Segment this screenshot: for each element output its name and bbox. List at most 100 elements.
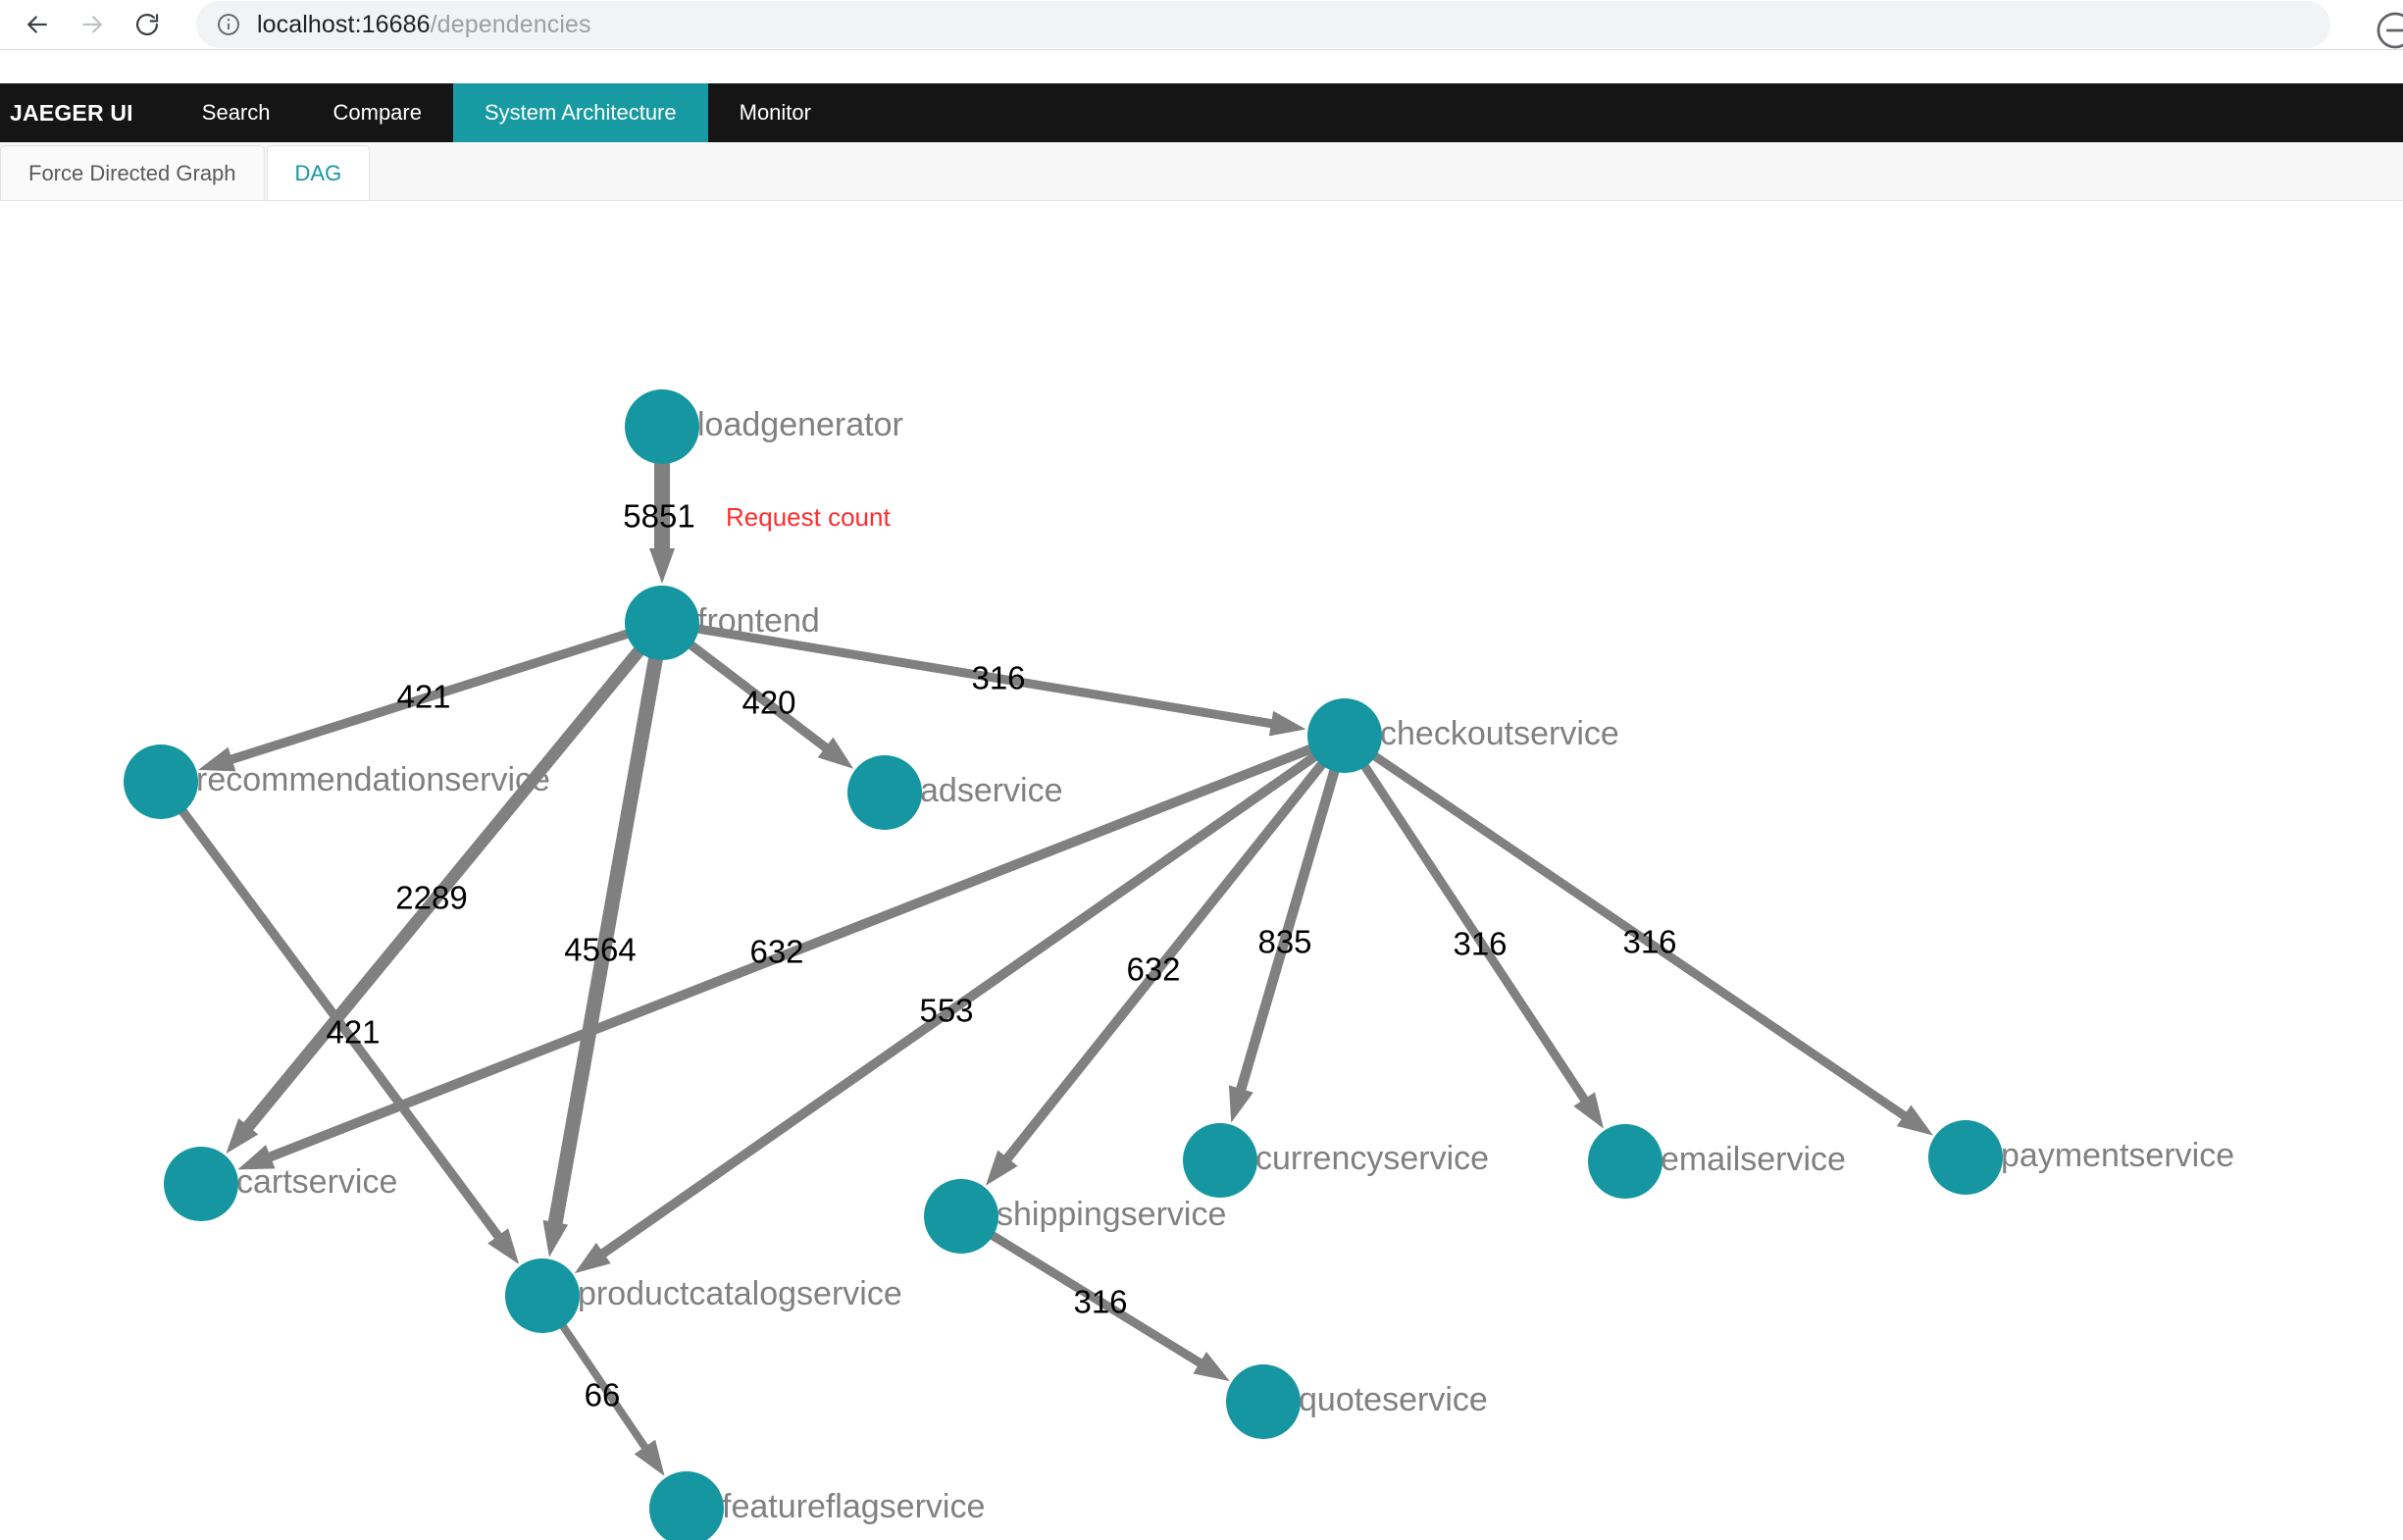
tab-dag[interactable]: DAG [266,145,371,200]
browser-toolbar: localhost:16686/dependencies [0,0,2403,49]
dag-svg[interactable]: loadgenerator frontend recommendationservi… [0,201,2403,1540]
node-label-cartservice: cartservice [236,1163,397,1201]
node-label-emailservice: emailservice [1661,1141,1846,1178]
node-label-loadgenerator: loadgenerator [697,406,903,443]
edge-shippingservice-to-quoteservice[interactable] [989,1230,1206,1369]
node-recommendationservice[interactable]: recommendationservice [124,744,550,819]
label-layer: 5851 421 420 316 2289 4564 421 632 553 632 835 316 3… [326,498,1676,1413]
nav-item-compare[interactable]: Compare [332,100,422,125]
forward-arrow-icon[interactable] [69,1,116,48]
arrowhead-shippingservice-to-quoteservice [1193,1352,1230,1382]
nav-item-search[interactable]: Search [201,100,271,125]
node-circle-frontend[interactable] [625,586,699,660]
edge-checkoutservice-to-currencyservice[interactable] [1235,768,1340,1095]
node-circle-checkoutservice[interactable] [1307,698,1382,773]
edge-checkoutservice-to-cartservice[interactable] [265,744,1314,1163]
info-circle-icon[interactable] [216,12,241,37]
arrowhead-layer [198,548,1933,1476]
arrowhead-checkoutservice-to-emailservice [1573,1092,1604,1129]
edge-label-recommendationservice-to-productcatalogservice: 421 [326,1014,380,1051]
edge-checkoutservice-to-paymentservice[interactable] [1371,751,1910,1122]
node-shippingservice[interactable]: shippingservice [924,1179,1226,1254]
node-circle-emailservice[interactable] [1588,1124,1662,1199]
edge-recommendationservice-to-productcatalogservice[interactable] [178,807,504,1242]
node-circle-featureflagservice[interactable] [649,1471,724,1540]
dependency-graph-canvas[interactable]: loadgenerator frontend recommendationservi… [0,201,2403,1540]
edge-label-checkoutservice-to-cartservice: 632 [749,934,803,970]
edge-label-frontend-to-checkoutservice: 316 [971,660,1025,696]
nav-item-monitor[interactable]: Monitor [739,100,811,125]
edge-checkoutservice-to-productcatalogservice[interactable] [597,751,1319,1259]
account-circle-icon[interactable] [2374,9,2403,52]
edge-frontend-to-adservice[interactable] [687,641,832,754]
node-label-quoteservice: quoteservice [1299,1381,1488,1418]
edge-checkoutservice-to-shippingservice[interactable] [1001,760,1327,1164]
node-label-paymentservice: paymentservice [2001,1137,2234,1174]
arrowhead-checkoutservice-to-paymentservice [1896,1104,1933,1136]
node-cartservice[interactable]: cartservice [164,1147,397,1221]
node-emailservice[interactable]: emailservice [1588,1124,1846,1199]
node-circle-adservice[interactable] [847,755,922,830]
node-label-frontend: frontend [697,602,820,640]
edge-label-frontend-to-recommendationservice: 421 [396,679,450,715]
node-circle-paymentservice[interactable] [1928,1120,2003,1195]
node-checkoutservice[interactable]: checkoutservice [1307,698,1619,773]
tab-force-directed-graph[interactable]: Force Directed Graph [0,145,265,200]
node-frontend[interactable]: frontend [625,586,820,660]
edge-frontend-to-recommendationservice[interactable] [227,629,631,765]
node-featureflagservice[interactable]: featureflagservice [649,1471,985,1540]
node-circle-cartservice[interactable] [164,1147,238,1221]
node-label-featureflagservice: featureflagservice [722,1488,985,1525]
node-circle-currencyservice[interactable] [1183,1123,1257,1198]
node-loadgenerator[interactable]: loadgenerator [625,389,903,464]
edge-layer [178,462,1910,1453]
jaeger-top-nav: JAEGER UI Search Compare System Architec… [0,83,2403,142]
node-paymentservice[interactable]: paymentservice [1928,1120,2234,1195]
edge-label-productcatalogservice-to-featureflagservice: 66 [585,1377,621,1413]
reload-icon[interactable] [124,1,171,48]
node-circle-loadgenerator[interactable] [625,389,699,464]
page-top-gap [0,50,2403,83]
request-count-legend: Request count [726,502,891,532]
node-circle-quoteservice[interactable] [1226,1364,1301,1439]
back-arrow-icon[interactable] [14,1,61,48]
nav-item-system-architecture[interactable]: System Architecture [452,83,708,142]
edge-label-checkoutservice-to-emailservice: 316 [1453,926,1507,962]
edge-label-checkoutservice-to-currencyservice: 835 [1257,924,1311,960]
arrowhead-loadgenerator-to-frontend [649,548,675,584]
jaeger-brand[interactable]: JAEGER UI [10,99,133,126]
node-layer: loadgenerator frontend recommendationservi… [124,389,2234,1540]
arrowhead-checkoutservice-to-shippingservice [985,1150,1018,1186]
node-currencyservice[interactable]: currencyservice [1183,1123,1489,1198]
edge-label-checkoutservice-to-shippingservice: 632 [1126,951,1180,988]
url-path: /dependencies [430,10,591,38]
browser-nav-buttons [14,1,171,48]
edge-label-frontend-to-cartservice: 2289 [395,880,467,916]
arrowhead-checkoutservice-to-cartservice [237,1145,276,1170]
node-label-recommendationservice: recommendationservice [196,761,550,798]
node-adservice[interactable]: adservice [847,755,1063,830]
url-host: localhost:16686 [257,10,431,38]
node-quoteservice[interactable]: quoteservice [1226,1364,1488,1439]
node-label-shippingservice: shippingservice [997,1196,1226,1233]
edge-frontend-to-productcatalogservice[interactable] [547,656,664,1228]
node-label-productcatalogservice: productcatalogservice [578,1275,902,1312]
arrowhead-frontend-to-cartservice [226,1118,259,1155]
edge-frontend-to-cartservice[interactable] [240,645,645,1134]
arrowhead-recommendationservice-to-productcatalogservice [487,1228,520,1264]
edge-productcatalogservice-to-featureflagservice[interactable] [558,1322,650,1453]
edge-frontend-to-checkoutservice[interactable] [695,624,1276,729]
node-label-currencyservice: currencyservice [1255,1140,1489,1177]
arrowhead-checkoutservice-to-productcatalogservice [574,1242,611,1274]
edge-label-frontend-to-adservice: 420 [741,685,795,721]
node-circle-productcatalogservice[interactable] [505,1258,580,1333]
graph-view-tabs: Force Directed Graph DAG [0,142,2403,201]
edge-checkoutservice-to-emailservice[interactable] [1360,762,1591,1105]
node-circle-recommendationservice[interactable] [124,744,198,819]
node-circle-shippingservice[interactable] [924,1179,998,1254]
url-text: localhost:16686/dependencies [257,11,591,39]
node-productcatalogservice[interactable]: productcatalogservice [505,1258,902,1333]
node-label-checkoutservice: checkoutservice [1380,715,1619,752]
address-bar[interactable]: localhost:16686/dependencies [196,1,2330,48]
arrowhead-productcatalogservice-to-featureflagservice [634,1439,665,1476]
